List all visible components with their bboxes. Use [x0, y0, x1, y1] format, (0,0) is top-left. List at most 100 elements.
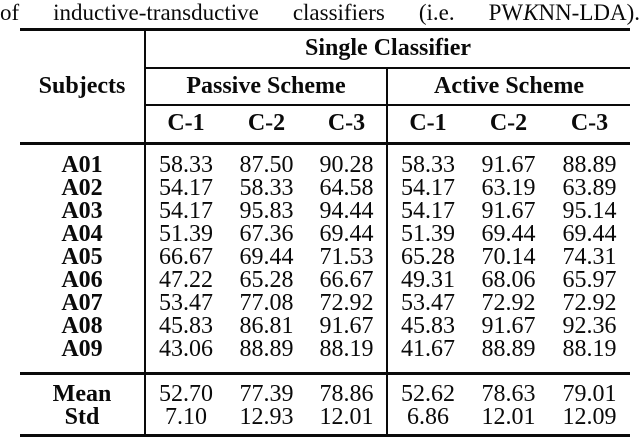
scheme-header-row: Passive Scheme Active Scheme	[20, 67, 631, 106]
value-cell: 71.53	[319, 244, 374, 270]
subjects-header: Subjects	[20, 29, 145, 145]
value-cell: 69.44	[562, 221, 617, 247]
value-cell: 54.17	[144, 199, 226, 223]
value-cell: 77.08	[239, 290, 294, 316]
value-cell: 78.86	[319, 381, 374, 407]
table-row-a08: A08 45.83 86.81 91.67 45.83 91.67 92.36	[20, 313, 630, 339]
value-cell: 41.67	[386, 337, 468, 375]
value-cell: 91.67	[319, 313, 374, 339]
value-cell: 70.14	[481, 244, 536, 270]
value-cell: 7.10	[144, 405, 226, 436]
value-cell: 90.28	[319, 152, 374, 178]
value-cell: 79.01	[562, 381, 617, 407]
caption-suffix: NN-LDA).	[538, 0, 640, 25]
value-cell: 77.39	[239, 381, 294, 407]
value-cell: 58.33	[239, 175, 294, 201]
value-cell: 69.44	[239, 244, 294, 270]
value-cell: 91.67	[481, 313, 536, 339]
value-cell: 43.06	[144, 337, 226, 375]
value-cell: 45.83	[386, 314, 468, 338]
value-cell: 63.89	[562, 175, 617, 201]
value-cell: 72.92	[562, 290, 617, 316]
value-cell: 92.36	[562, 313, 617, 339]
classifier-header-row: C-1 C-2 C-3 C-1 C-2 C-3	[20, 104, 631, 145]
value-cell: 47.22	[144, 268, 226, 292]
caption-prefix: of inductive-transductive classifiers (i…	[0, 0, 524, 25]
summary-row-mean: Mean 52.70 77.39 78.86 52.62 78.63 79.01	[20, 373, 630, 407]
value-cell: 95.83	[239, 198, 294, 224]
value-cell: 95.14	[562, 198, 617, 224]
row-label: A08	[61, 313, 103, 339]
value-cell: 67.36	[239, 221, 294, 247]
value-cell: 53.47	[144, 291, 226, 315]
value-cell: 54.17	[386, 176, 468, 200]
table-row-a03: A03 54.17 95.83 94.44 54.17 91.67 95.14	[20, 198, 630, 224]
value-cell: 88.19	[307, 337, 387, 375]
value-cell: 66.67	[319, 267, 374, 293]
value-cell: 72.92	[481, 290, 536, 316]
value-cell: 94.44	[319, 198, 374, 224]
col-header-active-c2: C-2	[468, 104, 549, 145]
value-cell: 72.92	[319, 290, 374, 316]
value-cell: 66.67	[144, 245, 226, 269]
value-cell: 88.19	[549, 337, 631, 375]
scheme-header-active: Active Scheme	[385, 67, 631, 106]
value-cell: 78.63	[481, 381, 536, 407]
col-header-passive-c2: C-2	[226, 104, 307, 145]
value-cell: 58.33	[386, 143, 468, 177]
group-header-row: Subjects Single Classifier	[20, 29, 631, 145]
value-cell: 58.33	[144, 143, 226, 177]
row-label: Std	[64, 404, 100, 430]
value-cell: 49.31	[386, 268, 468, 292]
value-cell: 64.58	[319, 175, 374, 201]
caption: of inductive-transductive classifiers (i…	[0, 0, 640, 28]
value-cell: 52.62	[386, 373, 468, 406]
row-label: Mean	[52, 381, 112, 407]
value-cell: 65.97	[562, 267, 617, 293]
value-cell: 74.31	[562, 244, 617, 270]
value-cell: 12.93	[239, 404, 294, 430]
value-cell: 52.70	[144, 373, 226, 406]
value-cell: 6.86	[386, 405, 468, 436]
value-cell: 12.09	[562, 404, 617, 430]
row-label: A07	[61, 290, 103, 316]
value-cell: 63.19	[481, 175, 536, 201]
results-table: Subjects Single Classifier Passive Schem…	[20, 28, 631, 437]
row-label: A02	[61, 175, 103, 201]
table-row-a02: A02 54.17 58.33 64.58 54.17 63.19 63.89	[20, 175, 630, 201]
table-row-a01: A01 58.33 87.50 90.28 58.33 91.67 88.89	[20, 143, 630, 178]
scheme-header-passive: Passive Scheme	[144, 67, 387, 106]
table-row-a04: A04 51.39 67.36 69.44 51.39 69.44 69.44	[20, 221, 630, 247]
col-header-passive-c1: C-1	[144, 104, 226, 145]
value-cell: 54.17	[144, 176, 226, 200]
value-cell: 65.28	[239, 267, 294, 293]
value-cell: 87.50	[239, 152, 294, 178]
table-row-a07: A07 53.47 77.08 72.92 53.47 72.92 72.92	[20, 290, 630, 316]
row-label: A03	[61, 198, 103, 224]
value-cell: 69.44	[319, 221, 374, 247]
col-header-active-c1: C-1	[386, 104, 468, 145]
value-cell: 12.01	[481, 404, 536, 430]
value-cell: 53.47	[386, 291, 468, 315]
caption-italic-k: K	[523, 0, 539, 25]
value-cell: 51.39	[386, 222, 468, 246]
value-cell: 65.28	[386, 245, 468, 269]
table-row-a06: A06 47.22 65.28 66.67 49.31 68.06 65.97	[20, 267, 630, 293]
row-label: A01	[61, 152, 103, 178]
row-label: A09	[20, 337, 145, 375]
col-header-active-c3: C-3	[549, 104, 631, 145]
table-row-a09: A09 43.06 88.89 88.19 41.67 88.89 88.19	[20, 337, 631, 375]
summary-row-std: Std 7.10 12.93 12.01 6.86 12.01 12.09	[20, 404, 630, 436]
row-label: A06	[61, 267, 103, 293]
value-cell: 69.44	[481, 221, 536, 247]
value-cell: 88.89	[562, 152, 617, 178]
value-cell: 51.39	[144, 222, 226, 246]
value-cell: 45.83	[144, 314, 226, 338]
value-cell: 88.89	[226, 337, 307, 375]
row-label: A04	[61, 221, 103, 247]
value-cell: 68.06	[481, 267, 536, 293]
value-cell: 91.67	[481, 198, 536, 224]
col-header-passive-c3: C-3	[307, 104, 387, 145]
row-label: A05	[61, 244, 103, 270]
value-cell: 86.81	[239, 313, 294, 339]
